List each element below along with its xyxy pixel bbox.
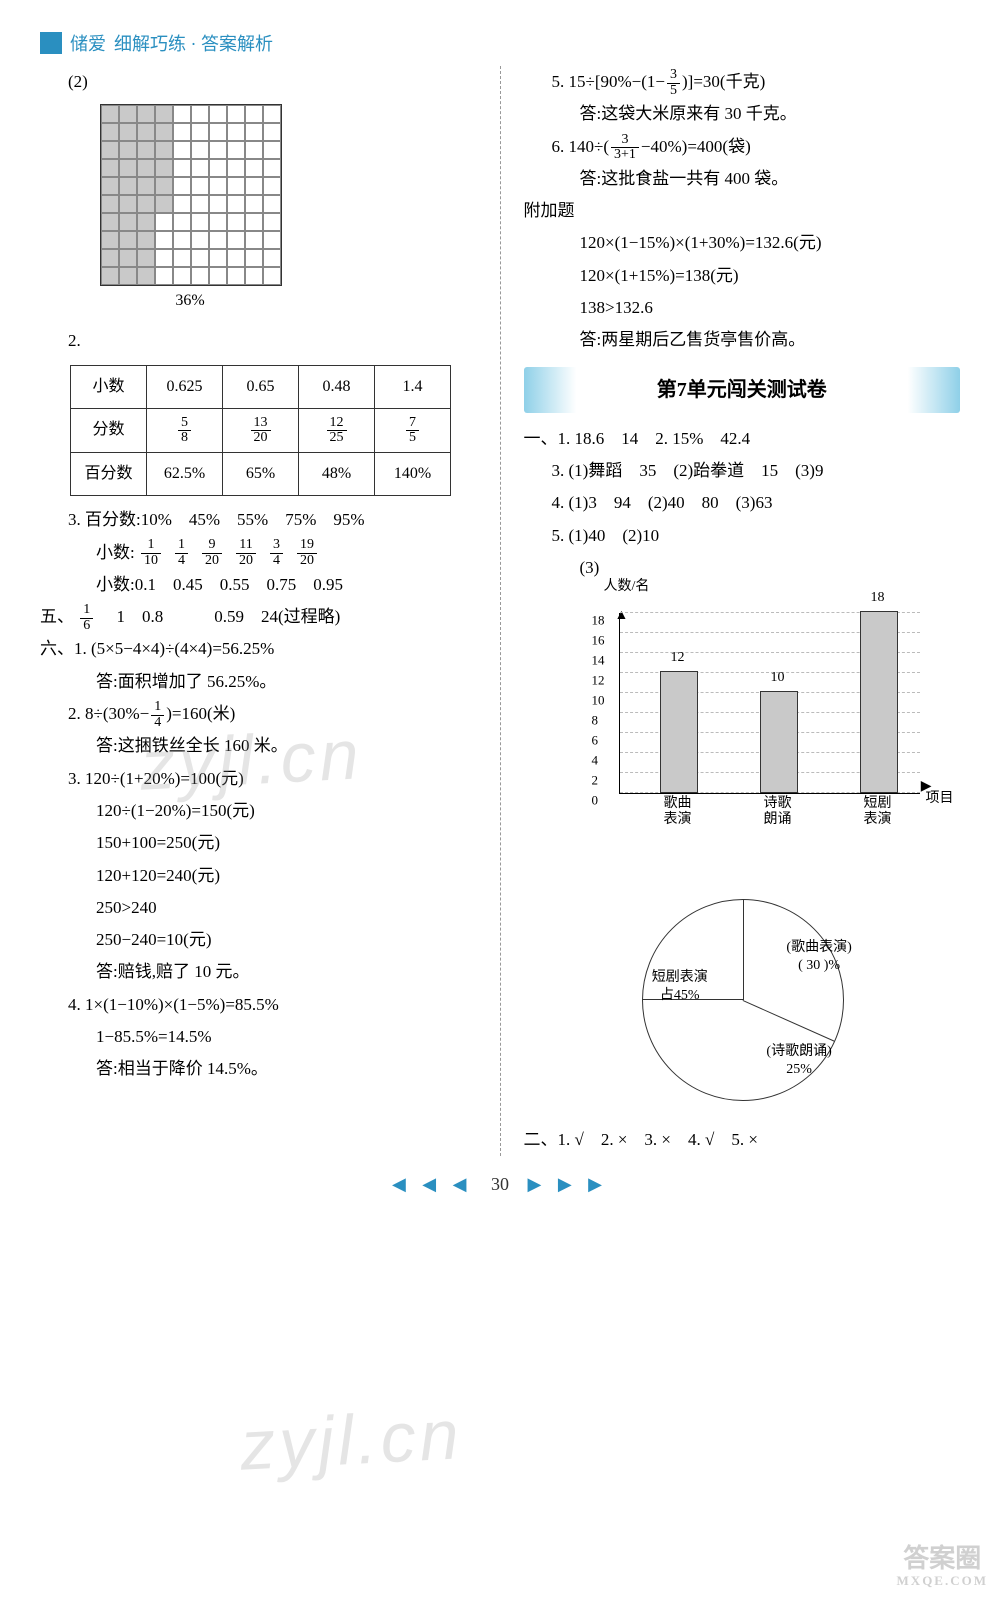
text-line: 250>240	[40, 892, 477, 924]
page-number: 30	[491, 1174, 509, 1194]
r5-frac: 35	[667, 68, 680, 98]
bar-chart: 人数/名 ▲ ▶ 02468101214161812歌曲表演10诗歌朗诵18短剧…	[584, 594, 944, 824]
r6-head: 6.	[552, 137, 565, 156]
text-line: 1−85.5%=14.5%	[40, 1021, 477, 1053]
brand-text: 储爱	[70, 30, 106, 56]
r6-ans: 答:这批食盐一共有 400 袋。	[524, 163, 961, 195]
conversion-table: 小数0.6250.650.481.4分数581320122575百分数62.5%…	[70, 365, 451, 496]
text-line: 120÷(1−20%)=150(元)	[40, 795, 477, 827]
page: 储爱 细解巧练 · 答案解析 (2) 36% 2. 小数0.6250.650.4…	[0, 0, 1000, 1600]
s5-head: 五、	[40, 607, 74, 626]
s5-frac1: 16	[80, 603, 93, 633]
page-footer: ◀ ◀ ◀ 30 ▶ ▶ ▶	[40, 1174, 960, 1195]
q2-label: (2)	[40, 66, 477, 98]
q3-head: 3. 百分数:10% 45% 55% 75% 95%	[40, 504, 477, 536]
unit7-banner: 第7单元闯关测试卷	[524, 367, 961, 413]
grid-caption: 36%	[100, 286, 280, 316]
pie-label-1: 短剧表演占45%	[652, 969, 708, 1005]
logo-icon	[40, 32, 62, 54]
q2-number: 2.	[40, 325, 477, 357]
pie-label-2: (歌曲表演)( 30 )%	[786, 939, 851, 975]
text-line: 120×(1+15%)=138(元)	[524, 260, 961, 292]
r6: 6. 140÷(33+1−40%)=400(袋)	[524, 131, 961, 163]
header-title: 细解巧练 · 答案解析	[114, 30, 273, 56]
section5: 五、 16 1 0.8 0.59 24(过程略)	[40, 601, 477, 633]
s6-2-frac: 14	[151, 700, 164, 730]
chart-label: (3)	[524, 552, 961, 584]
text-line: 250−240=10(元)	[40, 924, 477, 956]
text-line: 150+100=250(元)	[40, 827, 477, 859]
spacer	[524, 824, 961, 864]
watermark: zyjl.cn	[238, 1394, 464, 1486]
column-divider	[500, 66, 501, 1156]
u7-lines: 一、1. 18.6 14 2. 15% 42.43. (1)舞蹈 35 (2)跆…	[524, 423, 961, 552]
s6-1-ans: 答:面积增加了 56.25%。	[40, 666, 477, 698]
x-axis-title: 项目	[926, 786, 954, 813]
site-badge: 答案圈 MXQE.COM	[897, 1545, 988, 1588]
text-line: 120×(1−15%)×(1+30%)=132.6(元)	[524, 227, 961, 259]
text-line: 答:两星期后乙售货亭售价高。	[524, 324, 961, 356]
text-line: 3. 120÷(1+20%)=100(元)	[40, 763, 477, 795]
pie-label-3: (诗歌朗诵)25%	[766, 1043, 831, 1079]
text-line: 一、1. 18.6 14 2. 15% 42.4	[524, 423, 961, 455]
text-line: 5. (1)40 (2)10	[524, 520, 961, 552]
footer-right-arrows: ▶ ▶ ▶	[528, 1174, 609, 1194]
s6-3-block: 3. 120÷(1+20%)=100(元)120÷(1−20%)=150(元)1…	[40, 763, 477, 989]
page-header: 储爱 细解巧练 · 答案解析	[40, 30, 960, 56]
s6-head: 六、1.	[40, 639, 87, 658]
r6-frac: 33+1	[611, 133, 639, 163]
shaded-grid	[100, 104, 282, 286]
s6-4-block: 4. 1×(1−10%)×(1−5%)=85.5%1−85.5%=14.5%答:…	[40, 989, 477, 1086]
text-line: 答:相当于降价 14.5%。	[40, 1053, 477, 1085]
section6-1: 六、1. (5×5−4×4)÷(4×4)=56.25%	[40, 633, 477, 665]
s6-1-expr: (5×5−4×4)÷(4×4)=56.25%	[91, 639, 274, 658]
r5-head: 5.	[552, 72, 565, 91]
text-line: 答:赔钱,赔了 10 元。	[40, 956, 477, 988]
s6-2: 2. 8÷(30%−14)=160(米)	[40, 698, 477, 730]
q3-frac-row: 小数: 110149201120341920	[40, 537, 477, 569]
r5: 5. 15÷[90%−(1−35)]=30(千克)	[524, 66, 961, 98]
footer-left-arrows: ◀ ◀ ◀	[392, 1174, 473, 1194]
left-column: (2) 36% 2. 小数0.6250.650.481.4分数581320122…	[40, 66, 477, 1156]
pie-divider	[742, 1000, 834, 1042]
extra-lines: 120×(1−15%)×(1+30%)=132.6(元)120×(1+15%)=…	[524, 227, 961, 356]
s6-2-head: 2.	[68, 704, 81, 723]
right-column: 5. 15÷[90%−(1−35)]=30(千克) 答:这袋大米原来有 30 千…	[524, 66, 961, 1156]
text-line: 138>132.6	[524, 292, 961, 324]
text-line: 4. 1×(1−10%)×(1−5%)=85.5%	[40, 989, 477, 1021]
q3-frac-label: 小数:	[96, 543, 135, 562]
text-line: 4. (1)3 94 (2)40 80 (3)63	[524, 487, 961, 519]
s6-2-ans: 答:这捆铁丝全长 160 米。	[40, 730, 477, 762]
bar-plot: ▲ ▶ 02468101214161812歌曲表演10诗歌朗诵18短剧表演	[619, 613, 920, 794]
text-line: 120+120=240(元)	[40, 860, 477, 892]
pie-chart: 短剧表演占45% (歌曲表演)( 30 )% (诗歌朗诵)25%	[627, 884, 857, 1114]
text-line: 3. (1)舞蹈 35 (2)跆拳道 15 (3)9	[524, 455, 961, 487]
pie-divider	[743, 900, 744, 1000]
y-axis-title: 人数/名	[604, 574, 650, 601]
badge-sub: MXQE.COM	[897, 1574, 988, 1588]
content-columns: (2) 36% 2. 小数0.6250.650.481.4分数581320122…	[40, 66, 960, 1156]
extra-title: 附加题	[524, 195, 961, 227]
q3-fracs: 110149201120341920	[139, 543, 329, 562]
s5-line: 1 0.8 0.59 24(过程略)	[100, 607, 341, 626]
arrow-up-icon: ▲	[615, 603, 629, 630]
u7-sec2: 二、1. √ 2. × 3. × 4. √ 5. ×	[524, 1124, 961, 1156]
badge-main: 答案圈	[903, 1544, 981, 1573]
r5-ans: 答:这袋大米原来有 30 千克。	[524, 98, 961, 130]
q3-dec: 小数:0.1 0.45 0.55 0.75 0.95	[40, 569, 477, 601]
